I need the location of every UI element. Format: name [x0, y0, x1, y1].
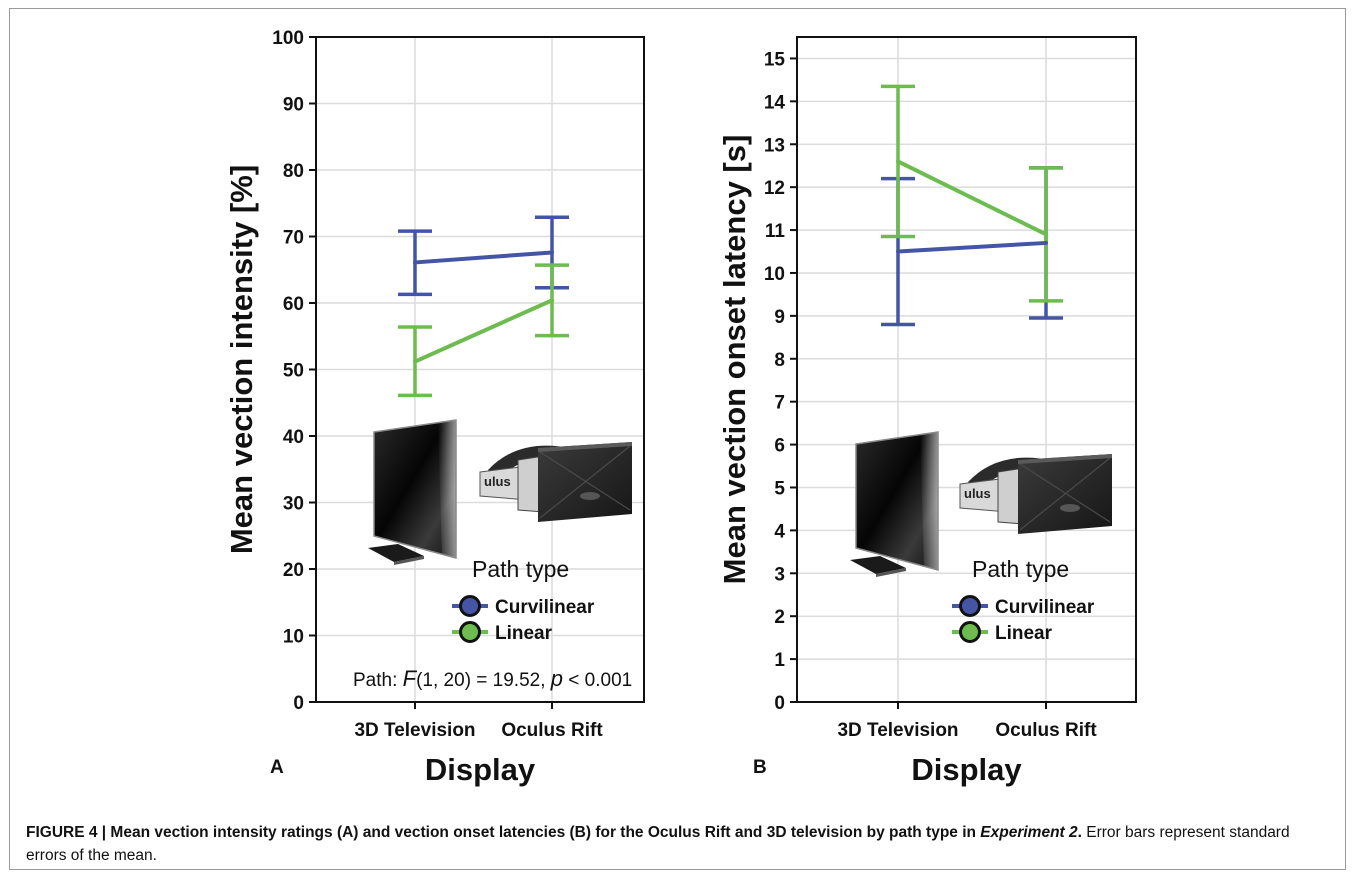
y-axis-title: Mean vection intensity [%]	[224, 165, 259, 554]
caption-lead: FIGURE 4 | Mean vection intensity rating…	[26, 824, 981, 841]
television-icon	[368, 419, 457, 566]
plot-frame	[796, 36, 1137, 703]
y-tick-label: 4	[774, 521, 785, 542]
figure-caption: FIGURE 4 | Mean vection intensity rating…	[26, 821, 1331, 867]
legend-swatch-marker	[459, 621, 481, 643]
y-tick-label: 30	[283, 494, 304, 515]
y-tick-label: 0	[293, 693, 304, 714]
y-tick-label: 90	[283, 95, 304, 116]
y-tick-label: 7	[774, 393, 785, 414]
x-axis-title: Display	[911, 752, 1022, 787]
y-tick-label: 10	[283, 627, 304, 648]
x-axis-title: Display	[425, 752, 536, 787]
y-tick-label: 40	[283, 427, 304, 448]
legend-swatch-marker	[959, 621, 981, 643]
caption-rest: Error bars represent standard errors of …	[26, 824, 1290, 864]
panel-letter: A	[270, 757, 284, 778]
x-tick-label: Oculus Rift	[501, 720, 603, 741]
y-tick-label: 2	[774, 607, 785, 628]
data-point-linear	[550, 298, 554, 302]
series-line-curvilinear	[896, 240, 1048, 254]
x-tick-label: 3D Television	[837, 720, 958, 741]
legend-title: Path type	[972, 556, 1069, 582]
data-point-curvilinear	[1044, 241, 1048, 245]
y-tick-label: 14	[764, 92, 786, 113]
headset-logo-text: ulus	[484, 474, 511, 489]
y-tick-label: 15	[764, 49, 786, 70]
figure-frame	[9, 8, 1346, 870]
y-tick-label: 70	[283, 228, 304, 249]
x-tick-label: Oculus Rift	[995, 720, 1097, 741]
x-tick-label: 3D Television	[354, 720, 475, 741]
y-tick-label: 3	[774, 564, 785, 585]
series-line-curvilinear	[413, 250, 554, 265]
caption-lead-end: .	[1077, 824, 1082, 841]
caption-italic: Experiment 2	[980, 824, 1078, 841]
data-point-linear	[413, 360, 417, 364]
y-tick-label: 50	[283, 361, 304, 382]
y-tick-label: 9	[774, 307, 785, 328]
data-point-curvilinear	[550, 250, 554, 254]
data-point-curvilinear	[896, 250, 900, 254]
television-icon	[850, 431, 939, 578]
data-point-linear	[896, 159, 900, 163]
y-tick-label: 100	[272, 28, 304, 49]
y-axis-title: Mean vection onset latency [s]	[717, 135, 752, 585]
legend-swatch-marker	[459, 595, 481, 617]
legend-label-curvilinear: Curvilinear	[495, 597, 595, 618]
series-line-linear	[413, 298, 554, 364]
data-point-linear	[1044, 232, 1048, 236]
headset-logo-text: ulus	[964, 486, 991, 501]
y-tick-label: 80	[283, 161, 304, 182]
panel-a-vection-intensity: ulus 0 10 20 30 40 50 60 70 80 90 100 3D Television O…	[224, 28, 645, 787]
data-point-curvilinear	[413, 260, 417, 264]
legend-label-curvilinear: Curvilinear	[995, 597, 1095, 618]
y-tick-label: 0	[774, 693, 785, 714]
y-tick-label: 10	[764, 264, 785, 285]
legend-swatch-marker	[959, 595, 981, 617]
stats-annotation: Path: F(1, 20) = 19.52, p < 0.001	[353, 666, 632, 691]
y-tick-label: 6	[774, 436, 785, 457]
y-tick-label: 20	[283, 560, 304, 581]
legend-label-linear: Linear	[495, 623, 553, 644]
panel-letter: B	[753, 757, 767, 778]
y-tick-label: 12	[764, 178, 785, 199]
y-tick-label: 11	[765, 221, 786, 242]
y-tick-label: 8	[774, 350, 785, 371]
legend-label-linear: Linear	[995, 623, 1053, 644]
series-line-linear	[896, 159, 1048, 237]
y-tick-label: 5	[774, 478, 785, 499]
legend-title: Path type	[472, 556, 569, 582]
y-tick-label: 1	[774, 650, 785, 671]
y-tick-label: 60	[283, 294, 304, 315]
y-tick-label: 13	[764, 135, 785, 156]
